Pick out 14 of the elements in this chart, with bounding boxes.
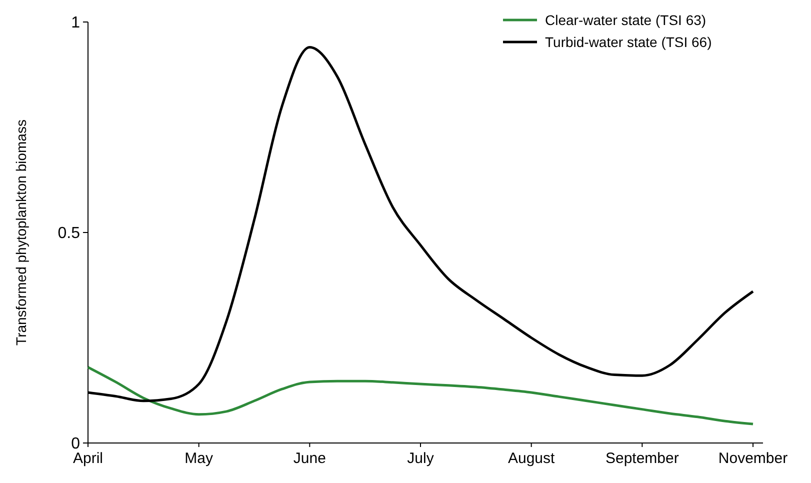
- x-tick-label: July: [407, 450, 434, 467]
- x-tick-label: September: [605, 450, 679, 467]
- legend-label: Turbid-water state (TSI 66): [545, 34, 712, 50]
- y-axis-title: Transformed phytoplankton biomass: [13, 120, 29, 346]
- x-tick-label: April: [72, 450, 104, 467]
- line-series: [86, 366, 754, 426]
- y-tick-label: 1: [71, 14, 80, 32]
- x-tick-label: May: [184, 450, 214, 467]
- y-tick-label: 0.5: [58, 225, 80, 242]
- x-tick-label: June: [293, 450, 326, 467]
- y-tick-label: 0: [71, 436, 80, 453]
- legend-label: Clear-water state (TSI 63): [545, 12, 706, 28]
- x-tick-label: August: [508, 450, 556, 467]
- x-tick-label: November: [718, 450, 788, 467]
